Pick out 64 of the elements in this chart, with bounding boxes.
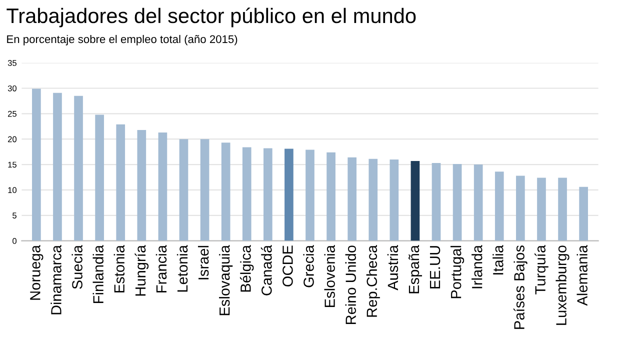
bar <box>137 130 146 241</box>
y-tick-label: 25 <box>8 110 16 117</box>
y-tick-label: 30 <box>8 85 17 92</box>
bar <box>516 176 525 241</box>
bar <box>53 92 62 241</box>
bar <box>432 163 441 241</box>
chart-subtitle: En porcentaje sobre el empleo total (año 2015) <box>7 34 238 46</box>
x-tick-label: Turquía <box>534 244 548 294</box>
x-tick-label: Rep.Checa <box>366 244 380 317</box>
y-tick-label: 10 <box>8 187 17 194</box>
x-tick-label: Estonia <box>114 244 125 292</box>
y-tick-label: 35 <box>8 60 16 66</box>
x-tick-label: Canadá <box>260 244 272 296</box>
bar <box>390 159 399 241</box>
bar <box>200 139 210 241</box>
bar <box>242 147 252 241</box>
x-tick-label: España <box>408 244 422 294</box>
x-tick-label: Luxemburgo <box>556 246 570 325</box>
x-tick-label: Noruega <box>30 244 44 300</box>
bar <box>494 172 504 241</box>
x-tick-label: Dinamarca <box>50 244 62 314</box>
x-tick-label: Alemania <box>576 244 588 306</box>
x-tick-label: Letonia <box>176 244 188 292</box>
bar <box>579 186 588 241</box>
bar <box>284 148 294 241</box>
bar <box>74 96 83 241</box>
x-tick-label: Eslovaquia <box>219 244 233 316</box>
bar <box>306 150 314 241</box>
x-tick-label: Grecia <box>303 244 314 288</box>
bar <box>32 88 41 241</box>
y-tick-label: 15 <box>8 162 16 168</box>
x-tick-label: Austria <box>387 244 398 290</box>
y-tick-label: 0 <box>12 238 17 244</box>
x-tick-label: Hungría <box>134 244 149 296</box>
bar <box>95 114 104 241</box>
x-tick-label: Portugal <box>450 246 464 298</box>
chart-title: Trabajadores del sector público en el mundo <box>6 8 416 28</box>
bar <box>263 148 272 241</box>
bar <box>179 139 188 241</box>
x-tick-label: Finlandia <box>92 244 104 303</box>
bar <box>158 132 168 241</box>
x-tick-label: Francia <box>156 244 167 292</box>
bar <box>368 158 378 241</box>
x-tick-label: Israel <box>198 246 209 280</box>
bar <box>221 142 230 241</box>
x-tick-label: Países Bajos <box>514 246 528 329</box>
bar <box>474 164 483 241</box>
x-tick-label: Reino Unido <box>345 246 356 324</box>
x-tick-label: Bélgica <box>240 244 254 292</box>
x-tick-label: Irlanda <box>472 244 482 288</box>
bar <box>116 124 126 241</box>
x-tick-label: Eslovenia <box>324 244 335 308</box>
bar <box>326 152 336 241</box>
x-tick-label: EE.UU <box>430 246 440 288</box>
bar <box>452 164 462 241</box>
x-tick-label: OCDE <box>282 246 293 286</box>
bar <box>537 178 546 241</box>
bar <box>410 160 420 241</box>
y-tick-label: 20 <box>8 136 17 142</box>
bar <box>558 178 567 241</box>
y-tick-label: 5 <box>12 212 16 218</box>
x-tick-label: Suecia <box>72 244 82 289</box>
x-tick-label: Italia <box>492 244 504 274</box>
bar <box>348 157 357 241</box>
